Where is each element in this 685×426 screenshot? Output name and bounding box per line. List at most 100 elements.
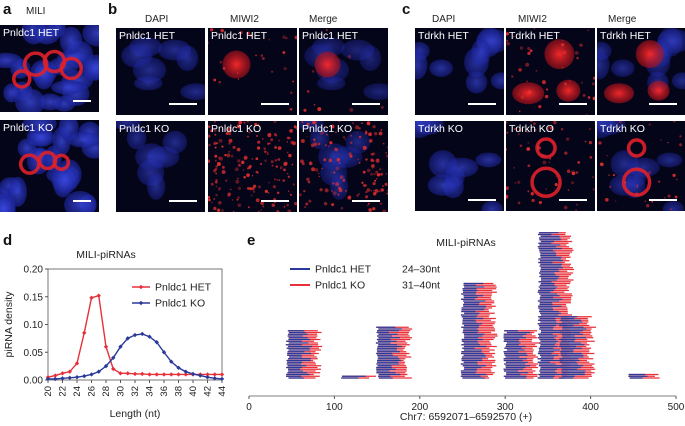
nucleus [316,76,346,91]
x-tick-label: 20 [43,386,54,397]
data-point [147,334,152,339]
nucleus [415,121,434,139]
x-tick-label: 30 [116,386,127,397]
nucleus [465,71,488,94]
data-point [82,373,87,379]
scale-bar [73,200,91,202]
x-tick-label: 22 [58,386,69,397]
y-tick-label: 0.15 [24,292,44,303]
micrograph-image [0,25,99,112]
micrograph-b-het-miwi2: Pnldc1 HET [208,28,297,115]
data-point [176,365,181,370]
nucleus [671,72,685,90]
nucleus [162,130,188,154]
read-cluster [375,326,413,379]
micrograph-image [506,28,595,115]
read-cluster [341,375,376,379]
data-point [154,372,159,377]
column-title-mili: MILI [26,6,46,17]
chart-d-title: MILI-piRNAs [76,249,136,261]
y-tick-label: 0.00 [24,376,44,387]
nucleus [17,138,37,159]
scale-bar [73,100,91,102]
micrograph-label: Pnldc1 HET [3,27,60,39]
nucleus [610,59,635,77]
y-tick-label: 0.05 [24,348,44,359]
data-point [125,371,130,376]
data-point [169,359,174,364]
read-cluster [559,316,597,379]
nucleus [15,88,45,112]
line-chart-d: MILI-piRNAs 0.00 0.05 0.10 0.15 0.20 20 22 24 26 2… [3,249,228,420]
data-point [74,375,80,380]
chart-e-title: MILI-piRNAs [436,237,496,249]
nucleus [22,120,57,134]
data-point [219,376,225,382]
panel-label-e: e [247,232,256,249]
panel-label-b: b [108,1,118,18]
micrograph-label: Tdrkh KO [418,123,463,135]
nucleus [318,143,350,171]
x-tick-label: 28 [101,386,112,397]
data-point [118,344,123,349]
legend-label: Pnldc1 HET [155,282,212,294]
legend-range: 24–30nt [402,264,440,276]
x-tick-label: 400 [582,402,599,413]
x-tick-label: 100 [326,402,343,413]
x-tick-label: 24 [72,386,83,397]
nucleus [490,72,504,90]
micrograph-image [597,28,685,104]
micrograph-image [415,28,504,94]
y-tick-label: 0.10 [24,320,44,331]
x-tick-label: 42 [203,386,214,397]
data-point [183,369,188,374]
read-cluster [628,373,660,379]
data-point [82,330,87,336]
data-point [140,331,145,337]
micrograph-label: Tdrkh HET [418,30,469,42]
x-tick-label: 500 [668,402,685,413]
data-point [96,369,101,374]
micrograph-c-ko-dapi: Tdrkh KO [415,121,504,211]
nucleus [51,80,84,95]
nucleus [475,152,502,168]
y-tick-label: 0.20 [24,265,44,276]
column-title-dapi-c: DAPI [432,14,456,25]
micrograph-b-ko-miwi2: Pnldc1 KO [208,121,297,212]
nucleus [135,143,167,171]
data-point [219,372,225,377]
chart-d-xlabel: Length (nt) [110,408,161,420]
micrograph-c-het-miwi2: Tdrkh HET [506,28,595,115]
data-point [67,369,72,374]
nucleus [51,166,79,194]
read-cluster [285,330,323,379]
x-tick-label: 40 [188,386,199,397]
nucleus [626,157,660,178]
micrograph-label: Pnldc1 HET [119,30,176,42]
data-point [205,372,210,377]
micrograph-c-het-dapi: Tdrkh HET [415,28,504,115]
micrograph-image [303,28,388,112]
micrograph-image [121,36,205,100]
micrograph-b-ko-merge: Pnldc1 KO [299,121,388,212]
data-point [132,371,138,377]
scale-bar [352,103,380,105]
micrograph-image [506,121,595,211]
column-title-miwi2-c: MIWI2 [518,14,547,25]
data-point [67,375,72,380]
data-point [176,372,181,377]
micrograph-image [208,28,297,111]
pileup-chart-e: MILI-piRNAs Pnldc1 HET 24–30nt Pnldc1 KO 31–… [246,232,685,423]
read-cluster [503,330,541,379]
x-tick-label: 300 [497,402,514,413]
nucleus [82,25,99,47]
micrograph-label: Tdrkh KO [509,123,554,135]
data-point [183,372,188,377]
nucleus [38,93,62,111]
x-tick-label: 0 [246,402,252,413]
data-point [125,336,130,341]
nucleus [59,26,83,55]
x-tick-label: 36 [159,386,170,397]
scale-bar [261,103,289,105]
legend-range: 31–40nt [402,280,440,292]
